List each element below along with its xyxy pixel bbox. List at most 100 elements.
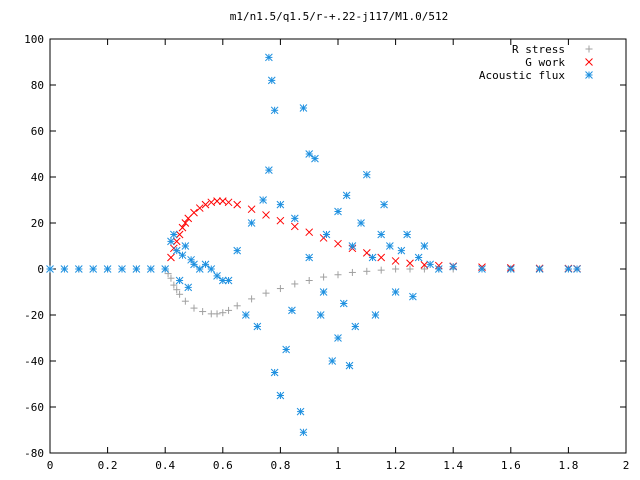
data-point (46, 265, 54, 273)
x-tick-label: 1.2 (386, 459, 406, 472)
data-point (391, 257, 400, 265)
series-2 (46, 53, 581, 437)
data-point (573, 265, 581, 273)
data-point (224, 276, 233, 285)
data-point (406, 259, 414, 268)
x-tick-label: 0.8 (270, 459, 290, 472)
data-point (334, 271, 342, 279)
data-point (190, 208, 198, 217)
data-point (322, 230, 331, 239)
x-tick-label: 0.6 (213, 459, 233, 472)
data-point (175, 276, 184, 285)
data-point (377, 266, 385, 274)
data-point (265, 166, 273, 174)
data-point (362, 170, 371, 179)
data-point (328, 357, 337, 365)
x-tick-label: 0.2 (98, 459, 118, 472)
data-point (320, 273, 328, 281)
data-point (267, 76, 276, 85)
y-tick-label: -40 (24, 355, 44, 368)
data-point (290, 214, 299, 223)
data-point (564, 265, 573, 273)
data-point (299, 428, 308, 437)
data-point (276, 200, 285, 209)
legend-marker (585, 45, 593, 53)
data-point (305, 277, 313, 284)
chart-title: m1/n1.5/q1.5/r-+.22-j117/M1.0/512 (230, 10, 449, 23)
series-1 (167, 197, 581, 273)
data-point (319, 288, 328, 296)
data-point (426, 260, 435, 269)
data-point (207, 265, 216, 273)
data-point (316, 311, 325, 319)
data-point (175, 230, 184, 239)
x-tick-label: 1.6 (501, 459, 521, 472)
data-point (241, 311, 250, 319)
data-point (233, 246, 242, 255)
data-point (420, 265, 428, 273)
x-tick-label: 0 (47, 459, 54, 472)
data-point (199, 308, 207, 316)
data-point (334, 334, 342, 342)
data-point (213, 272, 221, 280)
y-tick-label: -60 (24, 401, 44, 414)
data-point (296, 407, 305, 416)
data-point (362, 249, 371, 257)
data-point (190, 304, 198, 312)
y-tick-label: -20 (24, 309, 44, 322)
series-0 (46, 265, 581, 318)
data-point (351, 322, 360, 331)
data-point (184, 283, 193, 292)
data-point (60, 265, 69, 273)
data-point (535, 265, 544, 273)
data-point (169, 230, 178, 239)
data-point (434, 265, 443, 273)
data-point (132, 265, 141, 273)
data-point (334, 239, 342, 248)
data-point (118, 265, 126, 273)
legend-marker (585, 71, 593, 79)
data-point (172, 246, 181, 255)
data-point (195, 204, 204, 212)
data-point (173, 286, 181, 294)
data-point (391, 288, 400, 296)
data-point (167, 274, 175, 282)
data-point (506, 265, 515, 273)
data-point (334, 207, 342, 216)
data-point (377, 253, 386, 262)
data-point (259, 196, 267, 204)
legend-label: R stress (512, 43, 565, 56)
data-point (406, 265, 414, 273)
data-point (276, 285, 284, 293)
x-tick-label: 1.4 (443, 459, 463, 472)
data-point (311, 154, 319, 163)
data-point (262, 211, 270, 219)
data-point (181, 219, 190, 227)
data-point (403, 230, 411, 239)
y-tick-label: 80 (31, 79, 44, 92)
data-point (167, 253, 175, 262)
data-point (276, 216, 285, 225)
plot-frame (49, 38, 627, 454)
data-point (290, 222, 299, 231)
legend-marker (585, 58, 593, 66)
data-point (305, 150, 314, 158)
data-point (219, 309, 227, 317)
data-point (305, 228, 314, 237)
data-point (181, 297, 189, 305)
data-point (282, 345, 291, 354)
data-point (233, 200, 242, 209)
data-point (170, 281, 178, 289)
data-point (247, 219, 256, 227)
y-tick-label: -80 (24, 447, 44, 460)
data-point (224, 198, 233, 207)
data-point (414, 253, 423, 262)
data-point (172, 237, 181, 246)
data-point (265, 53, 273, 62)
data-point (233, 302, 241, 310)
data-point (201, 260, 210, 269)
data-point (397, 246, 406, 255)
data-point (357, 219, 365, 227)
